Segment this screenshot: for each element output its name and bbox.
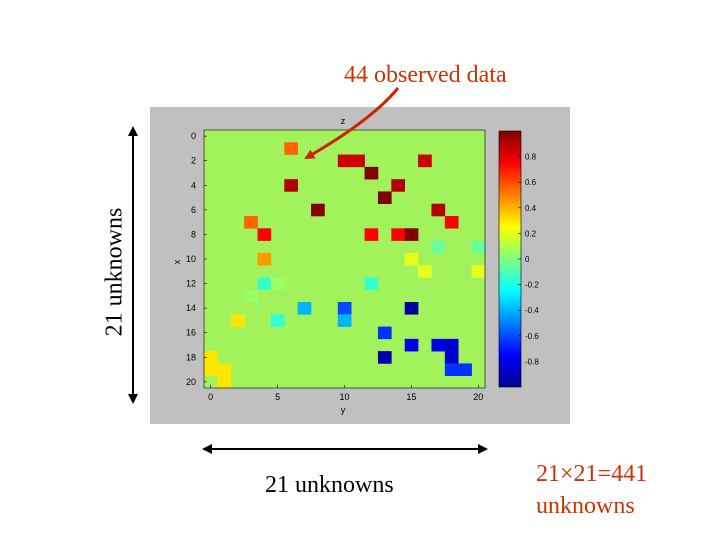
y-tick-label: 10 (186, 254, 196, 264)
observation-cell (270, 314, 285, 327)
y-tick-label: 4 (191, 180, 196, 190)
observation-cell (404, 338, 419, 352)
observation-cell (284, 142, 298, 155)
colorbar-tick-label: 0.2 (525, 229, 537, 238)
y-tick-label: 8 (191, 229, 196, 239)
observation-cell (444, 216, 459, 229)
observation-cell (404, 252, 419, 266)
observation-cell (391, 228, 406, 241)
observation-cell (270, 277, 285, 291)
observation-cell (418, 154, 432, 168)
colorbar-tick-label: -0.8 (525, 357, 539, 366)
total-unknowns-word: unknowns (536, 493, 635, 519)
colorbar-ticks: 0.8 0.6 0.4 0.2 0 -0.2 -0.4 -0.6 -0.8 (518, 153, 539, 366)
observation-cell (230, 314, 245, 327)
observation-cell (311, 203, 325, 217)
observation-cell (337, 154, 352, 168)
x-ticks: 0 5 10 15 20 (208, 385, 483, 402)
colorbar (498, 130, 522, 388)
observation-cell (377, 191, 392, 205)
observation-cells (204, 142, 486, 389)
colorbar-tick-label: 0.6 (525, 178, 537, 187)
observation-cell (244, 289, 258, 303)
observation-cell (418, 265, 432, 278)
observation-cell (351, 154, 365, 168)
y-tick-label: 2 (191, 156, 196, 166)
observation-cell (337, 302, 352, 315)
observation-cell (458, 363, 472, 377)
x-tick-label: 0 (208, 392, 213, 402)
observation-cell (257, 277, 272, 291)
y-tick-label: 6 (191, 205, 196, 215)
observation-cell (297, 302, 312, 315)
vertical-unknowns-label: 21 unknowns (101, 207, 128, 337)
observation-cell (217, 375, 232, 389)
observation-cell (444, 363, 459, 377)
colorbar-tick-label: -0.4 (525, 306, 539, 315)
observation-cell (377, 326, 392, 340)
y-tick-label: 20 (186, 377, 196, 387)
observation-cell (204, 363, 218, 377)
observation-cell (404, 302, 419, 315)
total-unknowns-equation: 21×21=441 (536, 461, 648, 487)
observation-cell (377, 351, 392, 364)
observation-cell (217, 363, 232, 377)
observation-cell (257, 228, 272, 241)
observation-cell (431, 240, 446, 254)
colorbar-tick-label: 0.8 (525, 153, 537, 162)
observation-cell (337, 314, 352, 327)
observation-cell (391, 179, 406, 192)
plot-title: z (341, 116, 346, 126)
observation-cell (444, 338, 459, 352)
observation-cell (284, 179, 298, 192)
x-tick-label: 5 (275, 392, 280, 402)
x-axis-label: y (341, 405, 346, 415)
y-ticks: 0 2 4 6 8 10 12 14 16 18 20 (186, 131, 207, 387)
annotation-arrow (304, 87, 400, 160)
observation-cell (471, 265, 486, 278)
observation-cell (431, 203, 446, 217)
y-tick-label: 0 (191, 131, 196, 141)
observation-cell (444, 351, 459, 364)
y-tick-label: 16 (186, 328, 196, 338)
colorbar-tick-label: -0.2 (525, 281, 539, 290)
x-tick-label: 15 (406, 392, 416, 402)
observation-cell (244, 216, 258, 229)
observation-cell (471, 240, 486, 254)
observation-cell (364, 277, 379, 291)
y-axis-label: x (172, 259, 182, 264)
horizontal-unknowns-label: 21 unknowns (265, 472, 394, 498)
observation-cell (364, 166, 379, 180)
observation-cell (364, 228, 379, 241)
colorbar-tick-label: 0.4 (525, 204, 537, 213)
observation-cell (404, 228, 419, 241)
observation-cell (257, 252, 272, 266)
colorbar-tick-label: 0 (525, 255, 530, 264)
colorbar-tick-label: -0.6 (525, 332, 539, 341)
y-tick-label: 14 (186, 303, 196, 313)
annotation-label: 44 observed data (344, 62, 507, 88)
x-tick-label: 20 (473, 392, 483, 402)
y-tick-label: 12 (186, 279, 196, 289)
total-unknowns-label: 21×21=441 unknowns (536, 458, 647, 522)
observation-cell (431, 338, 446, 352)
x-tick-label: 10 (339, 392, 349, 402)
y-tick-label: 18 (186, 352, 196, 362)
observation-cell (204, 351, 218, 364)
